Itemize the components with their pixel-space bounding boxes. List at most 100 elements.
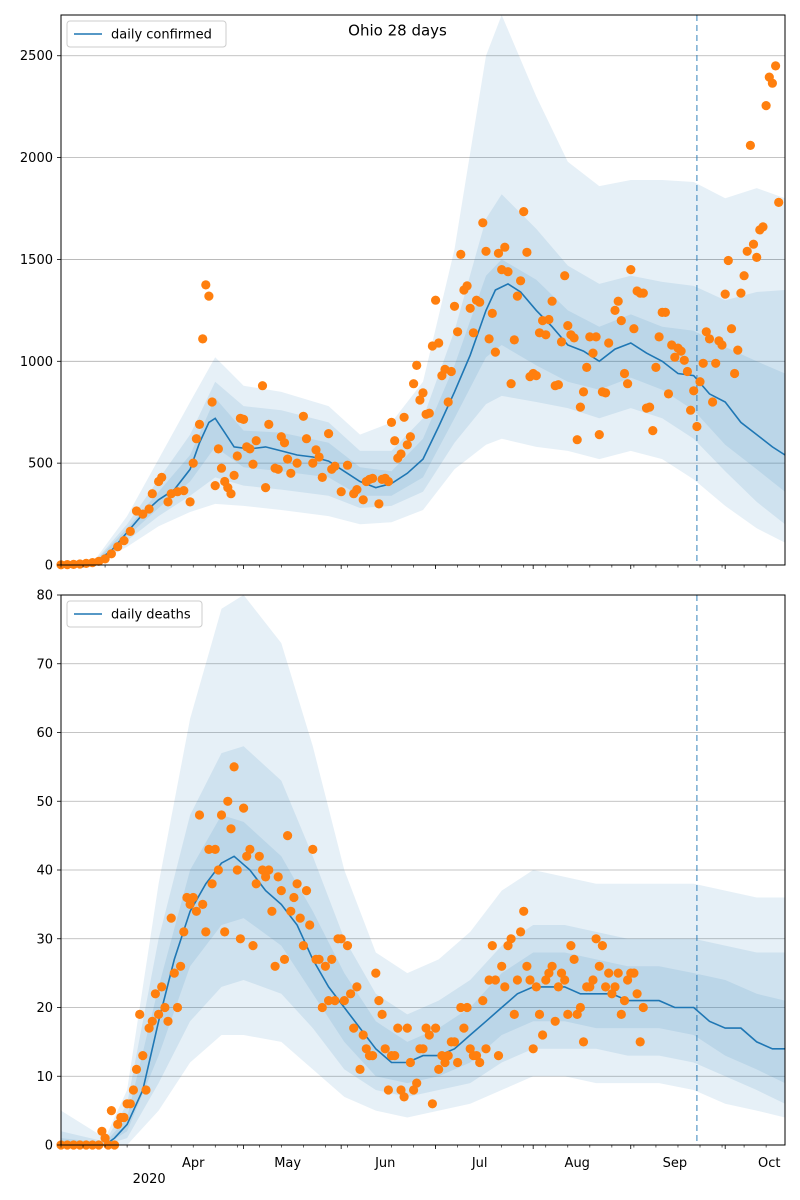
deaths-observed-point (147, 1016, 157, 1026)
deaths-observed-point (374, 996, 384, 1006)
deaths-observed-point (563, 1009, 573, 1020)
deaths-observed-point (324, 996, 334, 1006)
confirmed-plot-frame (60, 14, 786, 566)
deaths-observed-point (610, 982, 620, 992)
deaths-observed-point (368, 1051, 378, 1061)
deaths-observed-point (216, 810, 227, 820)
confirmed-observed-point (431, 295, 441, 305)
xtick-label-may: May (274, 1156, 301, 1171)
deaths-observed-point (220, 927, 230, 937)
confirmed-panel: 0 500 1000 1500 2000 2500 daily confirmed Ohi… (20, 14, 786, 574)
deaths-observed-point (459, 1023, 469, 1033)
confirmed-observed-point (106, 549, 116, 559)
deaths-observed-point (635, 1037, 645, 1047)
deaths-observed-point (484, 975, 494, 985)
deaths-observed-point (179, 927, 189, 937)
confirmed-observed-point (314, 452, 324, 462)
deaths-observed-point (270, 961, 280, 971)
confirmed-observed-point (686, 405, 696, 415)
deaths-observed-point (456, 1002, 466, 1013)
deaths-observed-point (339, 996, 349, 1006)
deaths-observed-point (597, 941, 608, 951)
deaths-observed-point (566, 941, 576, 951)
deaths-observed-point (163, 1016, 173, 1026)
deaths-observed-point (453, 1057, 463, 1068)
deaths-observed-point (113, 1119, 123, 1129)
confirmed-legend-label: daily confirmed (111, 28, 212, 43)
deaths-observed-point (336, 934, 346, 944)
deaths-observed-point (119, 1112, 129, 1123)
deaths-observed-point (239, 803, 249, 813)
confirmed-observed-point (629, 324, 639, 334)
confirmed-observed-point (113, 542, 123, 552)
confirmed-observed-point (503, 267, 513, 277)
confirmed-observed-point (308, 458, 318, 468)
deaths-observed-point (525, 975, 535, 985)
confirmed-observed-point (245, 444, 255, 454)
confirmed-observed-point (544, 314, 554, 325)
deaths-observed-point (191, 906, 201, 916)
xtick-label-sep: Sep (663, 1156, 688, 1171)
deaths-observed-point (298, 941, 308, 951)
confirmed-observed-point (547, 296, 557, 306)
deaths-observed-point (604, 968, 614, 978)
confirmed-observed-point (396, 449, 406, 459)
deaths-observed-point (358, 1030, 368, 1040)
deaths-observed-point (409, 1085, 419, 1095)
deaths-observed-point (575, 1002, 586, 1013)
xtick-label-apr: Apr (182, 1156, 205, 1171)
deaths-observed-point (506, 934, 516, 944)
confirmed-observed-point (100, 554, 110, 564)
deaths-observed-point (487, 941, 497, 951)
confirmed-ytick-label: 2500 (20, 49, 53, 64)
confirmed-observed-point (239, 414, 249, 424)
confirmed-observed-point (519, 207, 529, 217)
confirmed-observed-point (767, 78, 778, 88)
deaths-observed-point (182, 892, 192, 903)
deaths-observed-point (106, 1106, 116, 1116)
confirmed-observed-point (311, 445, 321, 455)
deaths-observed-point (623, 975, 633, 985)
deaths-observed-point (393, 1023, 403, 1033)
deaths-observed-point (254, 851, 264, 861)
confirmed-observed-point (569, 333, 579, 343)
confirmed-observed-point (273, 464, 283, 474)
deaths-observed-point (560, 975, 570, 985)
confirmed-ytick-label: 500 (28, 457, 53, 472)
deaths-observed-point (141, 1085, 151, 1095)
deaths-ytick-label: 0 (45, 1139, 53, 1154)
deaths-observed-point (355, 1064, 365, 1074)
deaths-observed-point (292, 879, 302, 889)
deaths-ytick-label: 70 (36, 657, 53, 672)
deaths-observed-point (490, 975, 500, 985)
deaths-observed-point (276, 886, 286, 896)
confirmed-observed-point (588, 348, 598, 358)
confirmed-observed-point (257, 381, 268, 391)
confirmed-observed-point (500, 242, 510, 252)
confirmed-observed-point (563, 321, 573, 331)
confirmed-observed-point (286, 468, 296, 478)
confirmed-observed-point (358, 495, 368, 505)
confirmed-observed-point (553, 380, 564, 390)
deaths-observed-point (629, 968, 639, 978)
confirmed-observed-point (434, 338, 444, 348)
xtick-label-jul: Jul (471, 1156, 488, 1171)
confirmed-observed-point (283, 454, 293, 464)
xtick-label-aug: Aug (565, 1156, 590, 1171)
deaths-observed-point (396, 1085, 406, 1095)
deaths-observed-point (431, 1023, 441, 1033)
deaths-observed-point (601, 982, 611, 992)
deaths-observed-point (314, 954, 324, 965)
deaths-observed-point (305, 920, 315, 930)
xtick-label-oct: Oct (758, 1156, 780, 1171)
confirmed-observed-point (352, 485, 362, 495)
deaths-observed-point (471, 1051, 482, 1061)
confirmed-observed-point (399, 412, 409, 422)
deaths-observed-point (616, 1009, 626, 1020)
confirmed-observed-point (774, 197, 784, 207)
confirmed-observed-point (758, 222, 768, 232)
confirmed-observed-point (578, 387, 589, 397)
deaths-observed-point (371, 968, 381, 978)
deaths-observed-point (424, 1030, 434, 1040)
deaths-legend-box (66, 600, 203, 628)
